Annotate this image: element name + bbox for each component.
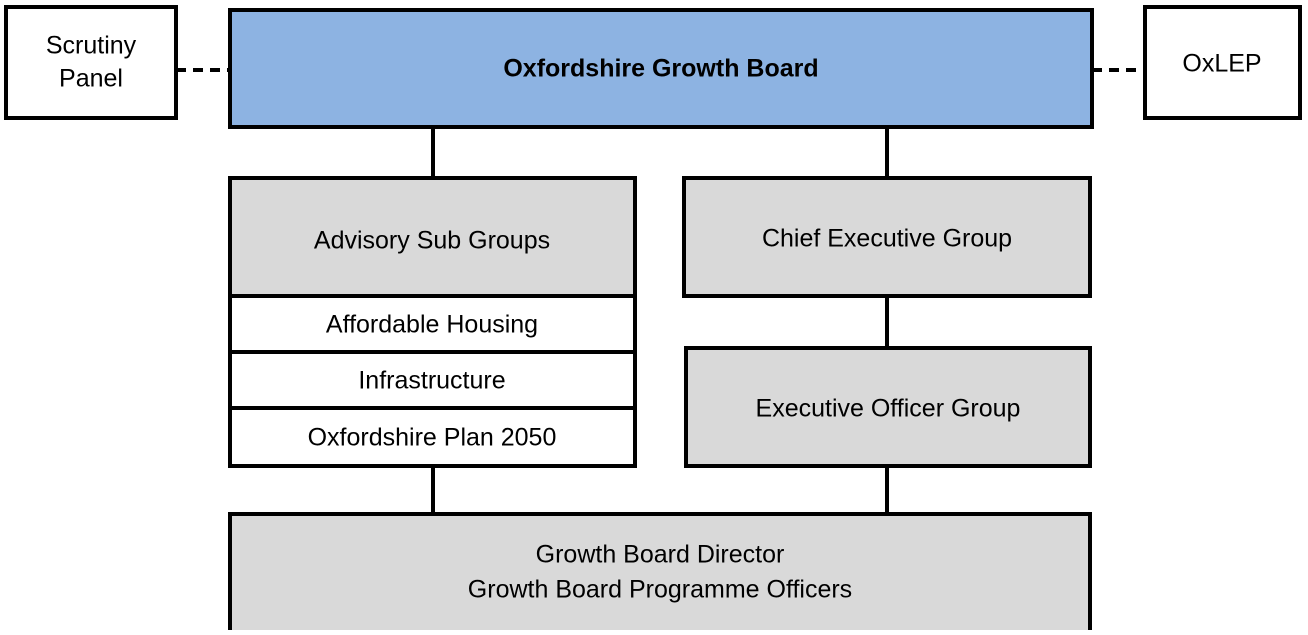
- node-box: [228, 176, 637, 298]
- node-box: [228, 406, 637, 468]
- node-label: OxLEP: [1182, 50, 1261, 78]
- node-label: Growth Board Director: [536, 541, 785, 569]
- node-box: [684, 346, 1092, 468]
- node-label: Oxfordshire Growth Board: [503, 55, 818, 83]
- node-label: Scrutiny: [46, 32, 137, 60]
- node-label: Oxfordshire Plan 2050: [308, 424, 557, 452]
- node-box: [4, 5, 178, 120]
- node-label: Infrastructure: [358, 367, 505, 395]
- node-box: [228, 8, 1094, 129]
- node-box: [1143, 5, 1302, 120]
- node-label: Growth Board Programme Officers: [468, 576, 852, 604]
- node-label: Chief Executive Group: [762, 225, 1012, 253]
- node-label: Affordable Housing: [326, 311, 538, 339]
- node-box: [228, 294, 637, 354]
- node-box: [682, 176, 1092, 298]
- node-label: Panel: [59, 65, 123, 93]
- node-label: Advisory Sub Groups: [314, 227, 550, 255]
- node-box: [228, 512, 1092, 634]
- node-label: Executive Officer Group: [756, 395, 1021, 423]
- node-box: [228, 350, 637, 410]
